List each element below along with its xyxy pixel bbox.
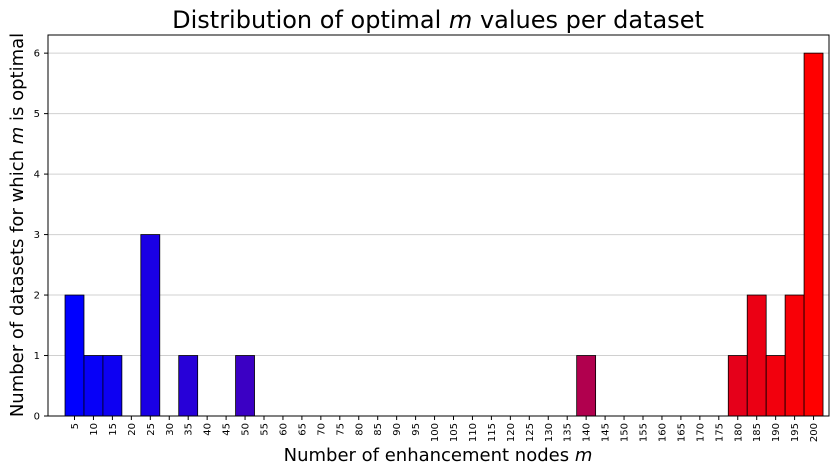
x-tick-label-25: 25	[146, 423, 157, 436]
bar-50	[235, 355, 255, 417]
x-tick-labels: 5 10 15 20 25 30 35 40 45 50 55 60 65 70 75 80 85 90 95 100…	[70, 416, 820, 442]
x-tick-label-20: 20	[127, 423, 138, 436]
chart-title: Distribution of optimal m values per dat…	[172, 6, 704, 34]
grid-lines	[48, 52, 829, 357]
bar-25	[140, 234, 161, 417]
x-tick-label-180: 180	[733, 423, 744, 442]
bar-10	[83, 355, 104, 417]
x-tick-label-35: 35	[184, 423, 195, 436]
plot-frame	[47, 34, 830, 417]
x-tick-label-125: 125	[525, 423, 536, 442]
bar-190	[765, 355, 786, 417]
x-tick-label-110: 110	[468, 423, 479, 442]
x-tick-label-30: 30	[165, 423, 176, 436]
x-tick-label-65: 65	[297, 423, 308, 436]
bar-200	[803, 52, 824, 417]
x-tick-label-80: 80	[354, 423, 365, 436]
y-tick-label-6: 6	[34, 49, 40, 60]
x-tick-label-100: 100	[430, 423, 441, 442]
x-tick-label-60: 60	[278, 423, 289, 436]
y-tick-labels: 0 1 2 3 4 5 6	[34, 49, 48, 423]
x-tick-label-185: 185	[752, 423, 763, 442]
bar-180	[727, 355, 748, 417]
x-tick-label-75: 75	[335, 423, 346, 436]
x-tick-label-40: 40	[203, 423, 214, 436]
y-axis-label: Number of datasets for which m is optima…	[7, 33, 28, 417]
x-tick-label-10: 10	[89, 423, 100, 436]
x-tick-label-195: 195	[790, 423, 801, 442]
x-tick-label-95: 95	[411, 423, 422, 436]
x-tick-label-190: 190	[771, 423, 782, 442]
y-tick-label-2: 2	[34, 291, 40, 302]
y-tick-label-1: 1	[34, 351, 40, 362]
x-tick-label-120: 120	[506, 423, 517, 442]
x-tick-label-105: 105	[449, 423, 460, 442]
x-tick-label-150: 150	[620, 423, 631, 442]
bar-195	[784, 294, 805, 417]
x-tick-label-160: 160	[657, 423, 668, 442]
bar-15	[102, 355, 123, 417]
x-tick-label-165: 165	[676, 423, 687, 442]
x-tick-label-45: 45	[222, 423, 233, 436]
x-tick-label-200: 200	[809, 423, 820, 442]
bar-5	[64, 294, 85, 417]
x-tick-label-140: 140	[582, 423, 593, 442]
bars	[64, 52, 824, 417]
y-tick-label-0: 0	[34, 412, 40, 423]
y-tick-label-5: 5	[34, 109, 40, 120]
x-tick-label-175: 175	[714, 423, 725, 442]
y-tick-label-3: 3	[34, 230, 40, 241]
x-tick-label-170: 170	[695, 423, 706, 442]
bar-185	[746, 294, 767, 417]
x-axis-label: Number of enhancement nodes m	[284, 445, 593, 466]
x-tick-label-15: 15	[108, 423, 119, 436]
x-tick-label-70: 70	[316, 423, 327, 436]
x-tick-label-5: 5	[70, 423, 81, 429]
x-tick-label-90: 90	[392, 423, 403, 436]
x-tick-label-135: 135	[563, 423, 574, 442]
x-tick-label-55: 55	[260, 423, 271, 436]
x-tick-label-130: 130	[544, 423, 555, 442]
y-tick-label-4: 4	[34, 170, 40, 181]
x-tick-label-85: 85	[373, 423, 384, 436]
axes	[47, 34, 830, 417]
x-tick-label-145: 145	[601, 423, 612, 442]
x-tick-label-155: 155	[639, 423, 650, 442]
x-tick-label-50: 50	[241, 423, 252, 436]
bar-140	[576, 355, 597, 417]
bar-35	[178, 355, 199, 417]
x-tick-label-115: 115	[487, 423, 498, 442]
